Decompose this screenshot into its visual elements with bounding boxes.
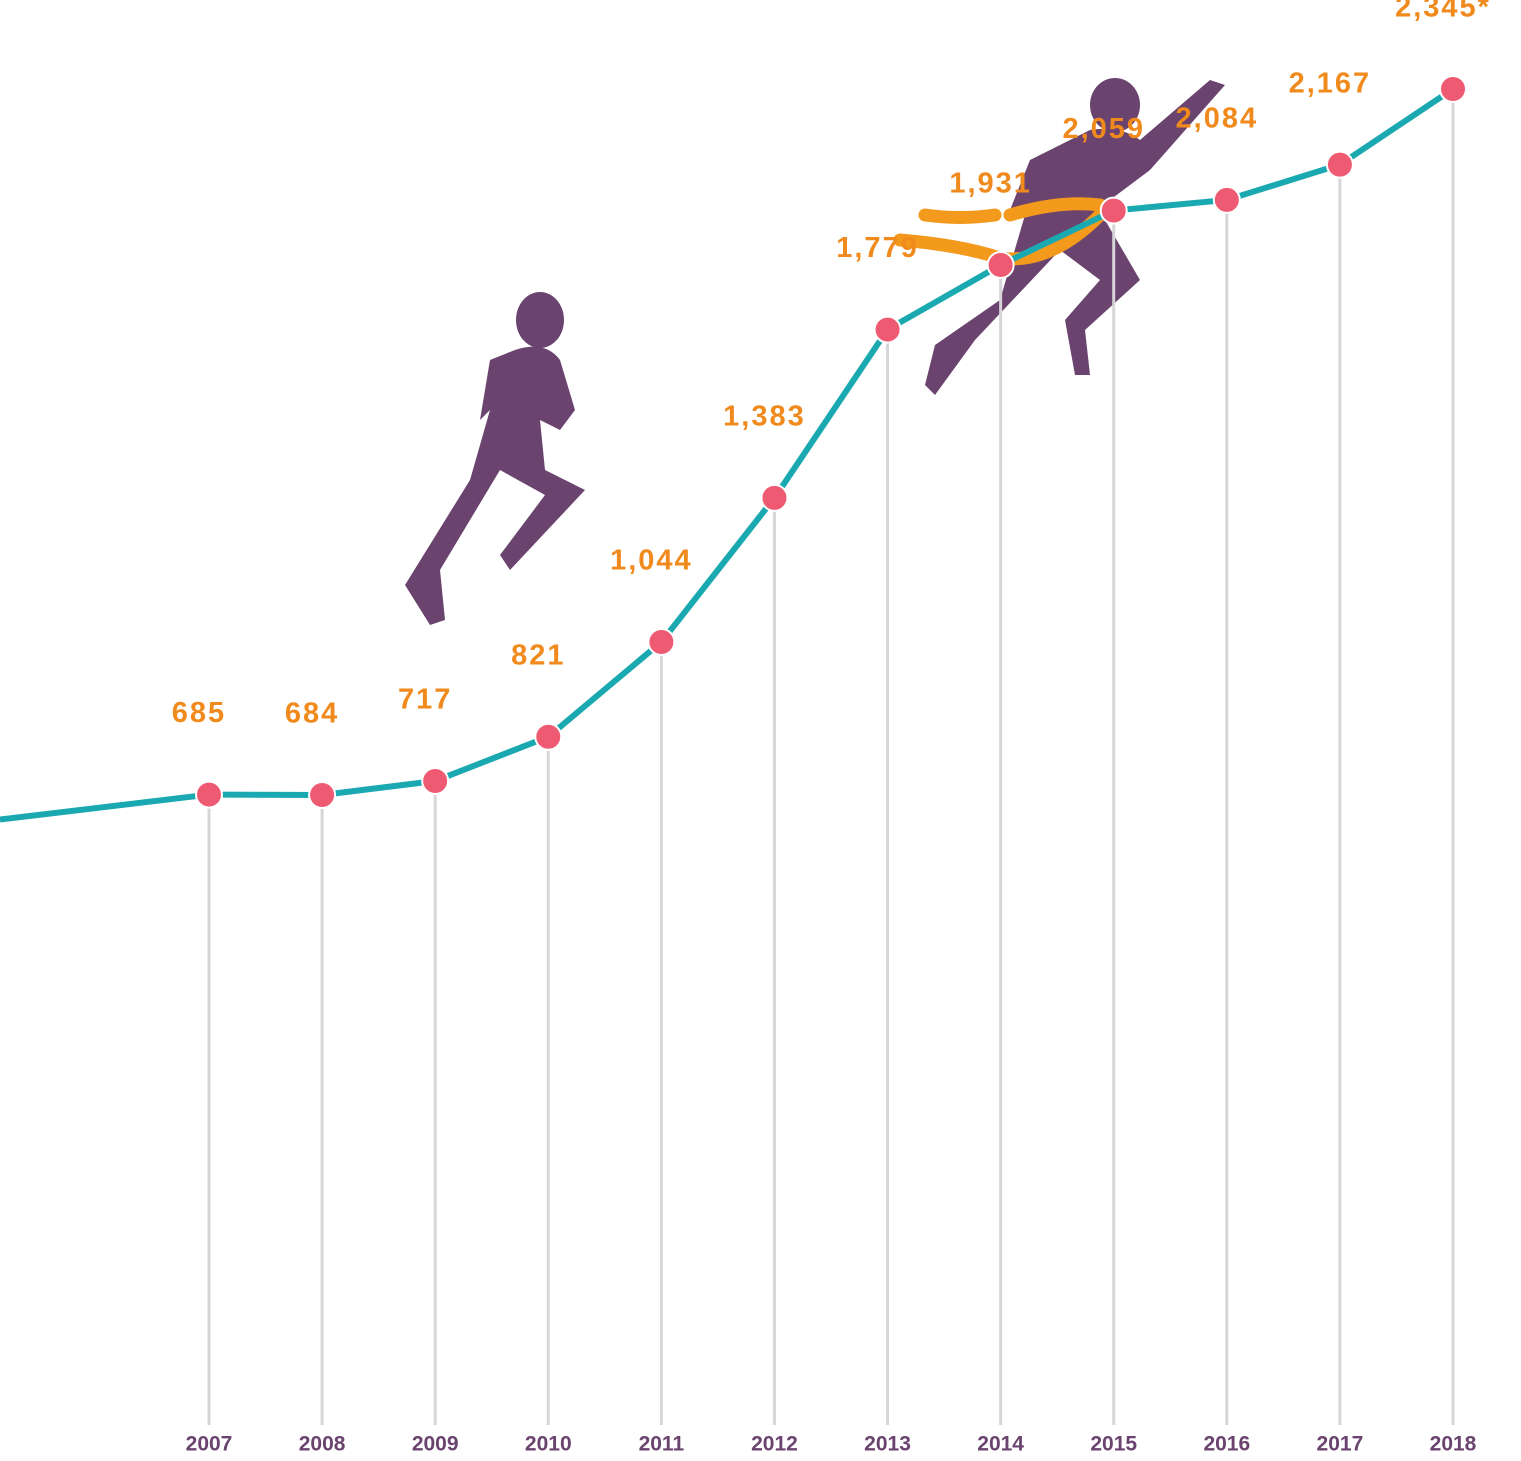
point [195, 780, 223, 809]
value-label: 1,044 [610, 545, 693, 577]
data-line [208, 86, 1455, 798]
value-label: 2,059 [1062, 113, 1145, 145]
x-tick-label: 2010 [525, 1433, 572, 1456]
point [308, 781, 337, 809]
point [1439, 75, 1467, 103]
x-tick-label: 2018 [1430, 1433, 1477, 1456]
point [873, 315, 902, 344]
drop-lines [207, 89, 1455, 1425]
value-label: 1,931 [949, 168, 1032, 200]
runner-illustration [405, 78, 1225, 625]
x-tick-label: 2007 [186, 1433, 233, 1456]
value-label: 2,167 [1289, 67, 1372, 99]
value-label: 1,779 [836, 232, 919, 264]
x-tick-label: 2016 [1203, 1433, 1250, 1456]
point [760, 483, 789, 512]
x-tick-label: 2015 [1090, 1433, 1137, 1456]
point [986, 250, 1015, 279]
x-tick-label: 2013 [864, 1433, 911, 1456]
lead-in-line [0, 791, 210, 823]
value-label: 821 [511, 639, 565, 671]
value-label: 684 [285, 698, 339, 730]
point [534, 722, 563, 751]
value-label: 2,345* [1395, 0, 1491, 24]
point [647, 627, 676, 656]
x-tick-label: 2014 [977, 1433, 1024, 1456]
point [1099, 196, 1128, 225]
point [1212, 185, 1241, 214]
value-label: 717 [398, 684, 452, 716]
x-tick-label: 2017 [1317, 1433, 1364, 1456]
x-tick-label: 2011 [639, 1433, 685, 1456]
value-label: 685 [172, 697, 226, 729]
value-label: 1,383 [723, 401, 806, 433]
point [1325, 150, 1354, 179]
x-tick-label: 2012 [751, 1433, 798, 1456]
x-tick-label: 2008 [299, 1433, 346, 1456]
x-tick-label: 2009 [412, 1433, 459, 1456]
value-label: 2,084 [1176, 103, 1259, 135]
point [421, 766, 450, 795]
